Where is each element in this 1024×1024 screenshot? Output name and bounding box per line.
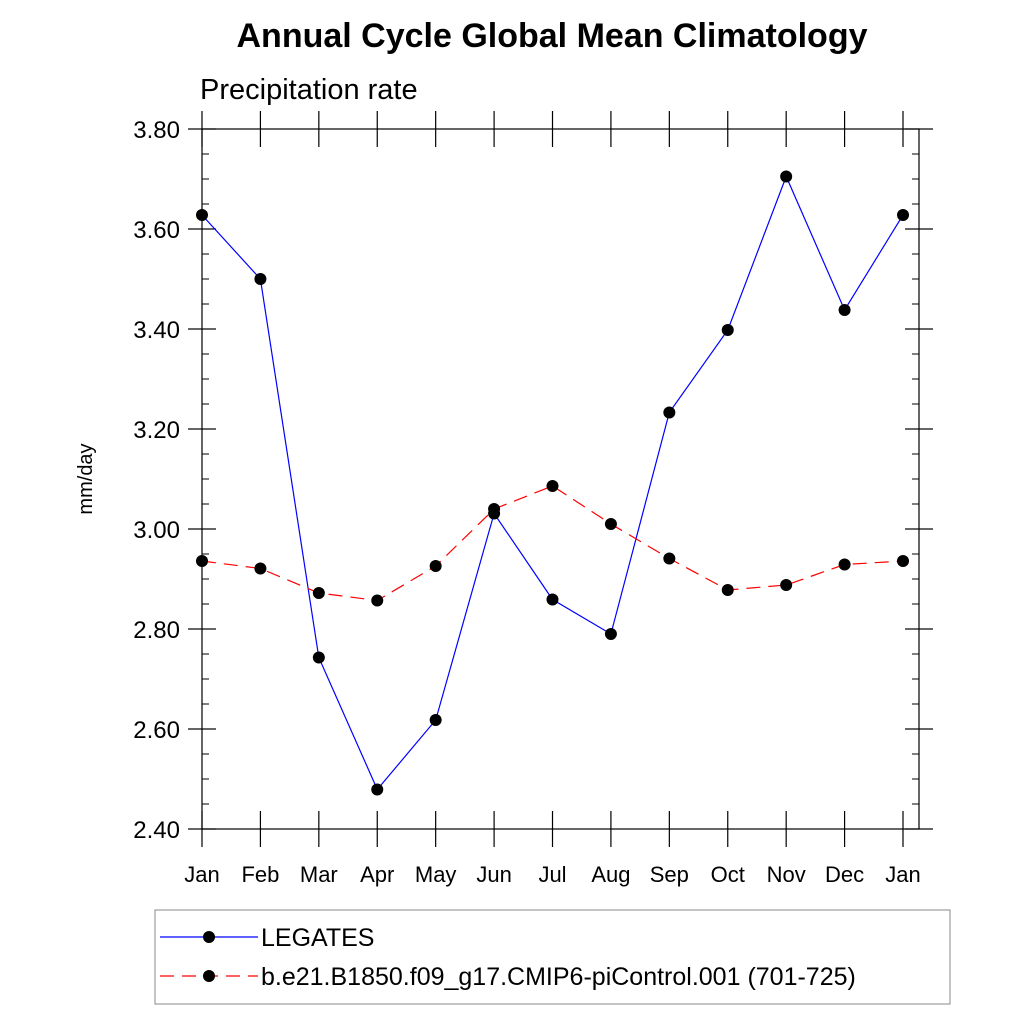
data-point [663,406,676,419]
legend-marker [203,970,215,982]
x-tick-label: Sep [650,862,689,887]
data-point [371,594,384,607]
legend-items: LEGATES b.e21.B1850.f09_g17.CMIP6-piContr… [160,924,856,991]
data-point [312,651,325,664]
data-point [663,552,676,565]
data-point [721,324,734,336]
data-point [721,584,734,596]
data-point [488,503,501,515]
data-point [897,209,910,221]
x-tick-labels: Jan Feb Mar Apr May Jun Jul Aug Sep Oct Nov Dec Jan [184,862,920,887]
y-tick-labels: 2.40 2.60 2.80 3.00 3.20 3.40 3.60 3.80 [133,117,180,844]
legend [154,909,951,1005]
x-tick-label: May [415,862,457,887]
data-point [897,555,910,567]
x-tick-label: Nov [767,862,806,887]
series-1 [196,170,910,796]
y-tick-label: 2.60 [133,717,180,744]
y-tick-label: 3.80 [133,117,180,144]
data-point [254,562,267,575]
y-tick-label: 3.40 [133,317,180,344]
x-tick-label: Jan [885,862,920,887]
data-point [604,628,617,640]
data-point [429,714,442,726]
x-tick-label: Jan [184,862,219,887]
x-tick-label: Aug [591,862,630,887]
x-tick-label: Jun [476,862,511,887]
data-point [196,555,208,567]
x-tick-label: Apr [360,862,394,887]
data-point [371,783,384,796]
legend-marker [203,931,215,943]
data-point [546,593,559,606]
x-tick-label: Dec [825,862,864,887]
data-point [196,209,208,221]
y-tick-label: 2.80 [133,617,180,644]
data-point [604,518,617,530]
data-point [838,558,851,571]
y-tick-label: 3.60 [133,217,180,244]
axis-ticks [188,111,933,847]
x-tick-label: Feb [241,862,279,887]
data-point [546,480,559,492]
x-tick-label: Oct [711,862,745,887]
y-tick-label: 3.00 [133,517,180,544]
data-point [838,304,851,316]
series-2 [196,480,910,607]
data-point [780,579,793,591]
data-point [429,560,442,572]
series-layer [196,170,910,796]
data-point [254,273,267,285]
y-tick-label: 3.20 [133,417,180,444]
chart-subtitle: Precipitation rate [200,74,418,106]
x-tick-label: Mar [300,862,338,887]
legend-label: LEGATES [261,924,374,952]
data-point [780,170,793,183]
chart-title: Annual Cycle Global Mean Climatology [237,17,868,55]
x-tick-label: Jul [538,862,566,887]
data-point [312,587,325,599]
y-tick-label: 2.40 [133,817,180,844]
y-axis-label: mm/day [75,443,97,514]
legend-label: b.e21.B1850.f09_g17.CMIP6-piControl.001 … [261,963,856,991]
